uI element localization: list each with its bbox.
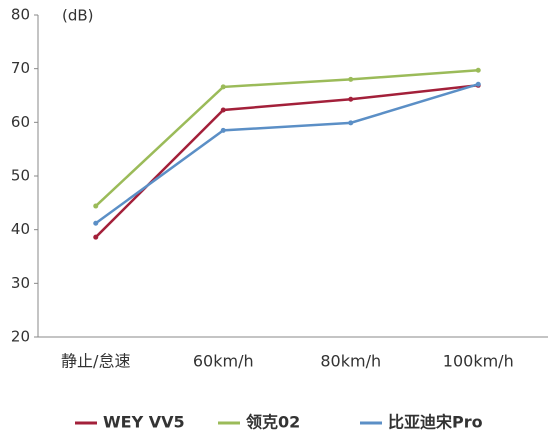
legend-label: WEY VV5 [103, 413, 185, 432]
y-tick-label: 80 [11, 6, 30, 24]
point [93, 234, 99, 240]
point [93, 203, 99, 209]
y-tick-label: 30 [11, 274, 30, 292]
y-tick-label: 40 [11, 220, 30, 238]
y-tick-label: 50 [11, 167, 30, 185]
series-line [94, 69, 479, 207]
point [348, 76, 354, 82]
y-axis-label: (dB) [62, 7, 94, 25]
point [475, 67, 481, 73]
y-tick-label: 20 [11, 328, 30, 346]
legend-label: 比亚迪宋Pro [388, 413, 483, 432]
point [220, 127, 226, 133]
x-tick-label: 100km/h [443, 352, 514, 371]
legend-label: 领克02 [246, 413, 300, 432]
y-tick-label: 60 [11, 113, 30, 131]
x-tick-label: 60km/h [193, 352, 254, 371]
point [348, 96, 354, 102]
point [220, 107, 226, 113]
y-tick-label: 70 [11, 59, 30, 77]
point [348, 120, 354, 126]
point [93, 220, 99, 226]
point [475, 81, 481, 87]
x-tick-label: 80km/h [320, 352, 381, 371]
series-line [95, 83, 479, 225]
x-tick-label: 静止/怠速 [61, 352, 130, 371]
series-line [94, 84, 479, 239]
point [220, 84, 226, 90]
